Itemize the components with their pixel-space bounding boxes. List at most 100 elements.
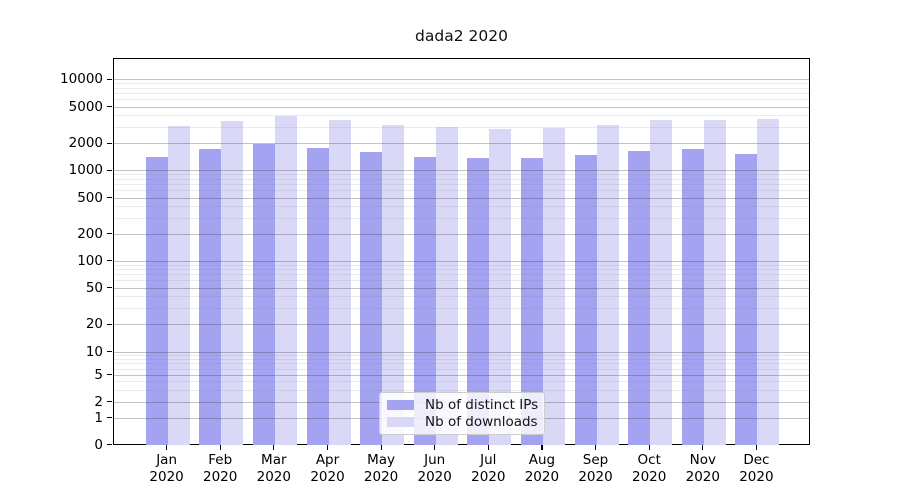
x-tick-label-feb: Feb 2020 xyxy=(203,452,238,485)
gridline-minor-700 xyxy=(114,184,809,186)
gridline-minor-800 xyxy=(114,178,809,180)
gridline-minor-8000 xyxy=(114,87,809,89)
legend-swatch-downloads-icon xyxy=(387,417,414,428)
x-tick-label-nov: Nov 2020 xyxy=(685,452,720,485)
y-tick-mark-0 xyxy=(107,444,112,446)
y-tick-label-10: 10 xyxy=(85,343,103,360)
bar-distinct-ips-apr xyxy=(306,147,329,445)
bar-downloads-dec xyxy=(757,118,780,445)
gridline-minor-3 xyxy=(114,389,809,391)
bar-downloads-jan xyxy=(167,125,190,445)
gridline-major-10 xyxy=(114,351,809,353)
y-tick-mark-1000 xyxy=(107,169,112,171)
x-tick-mark-aug xyxy=(541,445,543,450)
gridline-minor-80 xyxy=(114,269,809,271)
bar-downloads-apr xyxy=(328,120,351,445)
x-tick-label-aug: Aug 2020 xyxy=(524,452,560,485)
gridline-minor-7000 xyxy=(114,93,809,95)
x-tick-mark-feb xyxy=(219,445,221,450)
x-tick-label-apr: Apr 2020 xyxy=(310,452,345,485)
bar-distinct-ips-sep xyxy=(574,155,597,445)
gridline-minor-3000 xyxy=(114,126,809,128)
y-tick-mark-100 xyxy=(107,260,112,262)
gridline-major-5000 xyxy=(114,106,809,108)
bar-downloads-oct xyxy=(650,120,673,445)
gridline-minor-8 xyxy=(114,358,809,360)
x-tick-label-may: May 2020 xyxy=(363,452,399,485)
bar-distinct-ips-jul xyxy=(467,157,490,445)
x-tick-mark-may xyxy=(380,445,382,450)
legend-label-downloads: Nb of downloads xyxy=(425,414,538,431)
gridline-minor-900 xyxy=(114,174,809,176)
y-tick-label-1000: 1000 xyxy=(68,162,103,178)
bar-distinct-ips-dec xyxy=(735,153,758,445)
bar-distinct-ips-jun xyxy=(413,157,436,445)
y-tick-label-2000: 2000 xyxy=(68,135,103,151)
gridline-major-1000 xyxy=(114,170,809,171)
gridline-major-5 xyxy=(114,374,809,376)
x-tick-mark-apr xyxy=(327,445,329,450)
gridline-major-200 xyxy=(114,233,809,235)
gridline-major-20 xyxy=(114,324,809,325)
y-tick-mark-1 xyxy=(107,417,112,419)
bar-downloads-may xyxy=(382,125,405,445)
gridline-minor-70 xyxy=(114,274,809,276)
x-tick-mark-nov xyxy=(702,445,704,450)
y-tick-mark-10000 xyxy=(107,78,112,80)
legend-label-distinct-ips: Nb of distinct IPs xyxy=(425,396,539,413)
legend-swatch-distinct-ips-icon xyxy=(387,399,414,410)
bar-downloads-sep xyxy=(596,125,619,445)
x-tick-mark-dec xyxy=(755,445,758,450)
x-tick-label-oct: Oct 2020 xyxy=(632,452,667,485)
gridline-minor-30 xyxy=(114,307,809,309)
bar-distinct-ips-mar xyxy=(252,143,275,445)
x-tick-label-sep: Sep 2020 xyxy=(578,452,613,485)
y-tick-label-500: 500 xyxy=(77,189,103,206)
gridline-minor-6 xyxy=(114,368,809,370)
y-tick-mark-10 xyxy=(107,351,112,353)
gridline-minor-40 xyxy=(114,296,809,298)
gridline-minor-60 xyxy=(114,280,809,282)
x-tick-mark-mar xyxy=(273,445,275,450)
y-tick-label-10000: 10000 xyxy=(60,71,103,87)
x-tick-mark-oct xyxy=(648,445,650,450)
gridline-minor-9 xyxy=(114,355,809,356)
gridline-minor-7 xyxy=(114,363,809,365)
y-tick-mark-2000 xyxy=(107,142,112,144)
x-tick-mark-jul xyxy=(487,445,489,450)
bar-distinct-ips-nov xyxy=(681,149,704,445)
gridline-minor-9000 xyxy=(114,83,809,85)
y-tick-mark-500 xyxy=(107,197,112,199)
x-tick-mark-jun xyxy=(434,445,436,450)
y-tick-mark-5 xyxy=(107,374,112,376)
bar-downloads-jul xyxy=(489,129,512,445)
gridline-minor-400 xyxy=(114,206,809,208)
x-tick-label-jun: Jun 2020 xyxy=(417,452,452,485)
bar-downloads-jun xyxy=(435,126,458,445)
bar-downloads-aug xyxy=(542,128,565,445)
y-tick-label-1: 1 xyxy=(94,409,103,426)
bar-downloads-nov xyxy=(703,119,726,445)
x-tick-mark-jan xyxy=(166,445,168,450)
gridline-major-50 xyxy=(114,287,809,289)
bar-distinct-ips-may xyxy=(360,152,383,445)
gridline-major-2000 xyxy=(114,143,809,144)
y-tick-mark-20 xyxy=(107,323,112,325)
x-tick-mark-sep xyxy=(595,445,597,450)
legend-item-distinct-ips: Nb of distinct IPs xyxy=(387,396,539,413)
gridline-minor-4000 xyxy=(114,115,809,117)
legend: Nb of distinct IPs Nb of downloads xyxy=(379,392,545,435)
bar-distinct-ips-jan xyxy=(145,157,168,445)
plot-area xyxy=(113,58,810,445)
bar-distinct-ips-aug xyxy=(520,157,543,445)
y-tick-mark-200 xyxy=(107,233,112,235)
y-tick-mark-50 xyxy=(107,287,112,289)
y-tick-label-2: 2 xyxy=(94,393,103,410)
gridline-minor-6000 xyxy=(114,99,809,101)
bar-distinct-ips-oct xyxy=(628,151,651,445)
y-tick-label-5: 5 xyxy=(94,366,103,383)
y-tick-label-100: 100 xyxy=(77,252,103,269)
gridline-minor-600 xyxy=(114,190,809,192)
gridline-minor-90 xyxy=(114,264,809,266)
